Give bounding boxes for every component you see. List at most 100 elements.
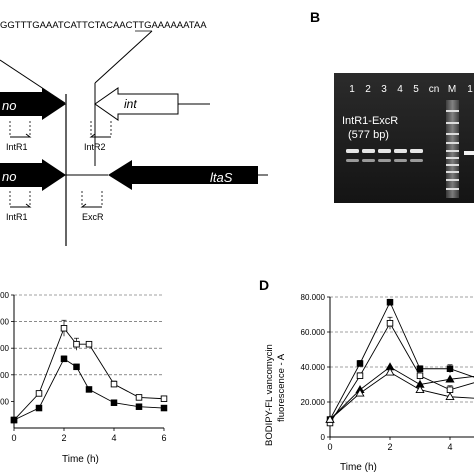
data-point <box>110 399 118 406</box>
gel-lane-label: M <box>448 84 456 95</box>
primer-label-intr1-top: IntR1 <box>6 142 28 152</box>
data-point <box>60 325 68 332</box>
gel-ladder-band <box>446 110 459 112</box>
gene-label-int: int <box>124 97 137 111</box>
gel-band <box>378 149 391 153</box>
chart-d-xlabel: Time (h) <box>340 462 377 473</box>
primer-arrow-intr1-bottom <box>10 203 32 208</box>
data-point <box>35 390 43 397</box>
series-line <box>329 371 474 420</box>
data-point <box>85 386 93 393</box>
chart-c-xlabel: Time (h) <box>62 454 99 465</box>
data-point <box>35 404 43 412</box>
y-tick-label: 00 <box>0 318 9 327</box>
data-point <box>73 363 80 371</box>
gel-ladder-band <box>446 188 459 190</box>
primer-label-excr: ExcR <box>82 212 104 222</box>
gel-lane-labels: 1 2 3 4 5 cn M 1 <box>349 84 473 95</box>
data-point <box>325 414 335 423</box>
data-point <box>415 385 425 393</box>
gene-arrow-left-top <box>0 88 66 120</box>
data-point <box>356 372 364 380</box>
primer-label-intr1-bottom: IntR1 <box>6 212 28 222</box>
gel-band <box>394 149 407 153</box>
panel-a: GGTTTGAAATCATTCTACAACTTGAAAAAATAA no int… <box>0 20 268 246</box>
gel-ladder <box>446 100 459 198</box>
data-point <box>10 416 18 424</box>
chart-d: 0 20.000 40.000 60.000 80.000 0 2 4 <box>301 293 474 452</box>
panel-b: B 1 2 3 4 5 cn M 1 IntR1-ExcR (577 bp) <box>310 9 474 203</box>
gel-ladder-band <box>446 142 459 144</box>
gel-ladder-band <box>446 133 459 135</box>
data-point <box>445 392 455 400</box>
panel-b-letter: B <box>310 9 320 25</box>
data-point <box>135 394 143 401</box>
data-point <box>85 340 93 348</box>
gel-ladder-band <box>446 164 459 166</box>
data-point <box>446 365 454 373</box>
gel-band-faint <box>346 159 359 162</box>
series-line <box>329 366 474 420</box>
gene-label-left-top: no <box>2 98 16 113</box>
gel-lane-label: 3 <box>381 84 387 95</box>
y-tick-label: 00 <box>0 371 9 380</box>
x-tick-label: 6 <box>161 433 166 443</box>
primer-arrow-intr2 <box>89 133 111 138</box>
gel-band-faint <box>362 159 375 162</box>
gel-label-primers: IntR1-ExcR <box>342 115 398 127</box>
gel-lane-label: cn <box>429 84 440 95</box>
gene-arrow-ltas <box>108 160 258 190</box>
gel-ladder-band <box>446 157 459 159</box>
gel-band-faint <box>378 159 391 162</box>
x-tick-label: 4 <box>447 442 452 452</box>
primer-arrow-excr <box>80 203 102 208</box>
panel-d-letter: D <box>259 277 269 293</box>
y-tick-label: 20.000 <box>301 398 326 407</box>
data-point <box>60 355 68 363</box>
gel-band <box>410 149 423 153</box>
data-point <box>110 380 118 388</box>
chart-d-ylabel-line1: BODIPY-FL vancomycin <box>264 344 275 446</box>
gel-ladder-band <box>446 171 459 173</box>
y-tick-label: 00 <box>0 397 9 406</box>
gel-ladder-band <box>446 122 459 124</box>
data-point <box>386 320 394 327</box>
x-tick-label: 2 <box>387 442 392 452</box>
data-point <box>160 395 168 402</box>
gel-bands <box>346 100 474 198</box>
gel-band-faint <box>410 159 423 162</box>
data-point <box>445 374 455 383</box>
gel-ladder-band <box>446 150 459 152</box>
gene-label-ltas: ltaS <box>210 170 233 185</box>
y-tick-label: 80.000 <box>301 293 326 302</box>
data-point <box>386 299 394 306</box>
gene-arrow-left-bottom <box>0 159 66 191</box>
y-tick-label: 60.000 <box>301 328 326 337</box>
data-point <box>355 388 365 397</box>
gel-lane-label: 1 <box>467 84 473 95</box>
data-point <box>135 403 143 410</box>
data-point <box>385 367 395 376</box>
gel-band <box>362 149 375 153</box>
y-tick-label: 00 <box>0 344 9 353</box>
gel-band-faint <box>394 159 407 162</box>
x-tick-label: 4 <box>111 433 116 443</box>
y-tick-label: 0 <box>321 433 326 442</box>
y-tick-label: 00 <box>0 291 9 300</box>
x-tick-label: 2 <box>61 433 66 443</box>
zoom-line-left <box>0 59 66 104</box>
series-line <box>329 322 474 424</box>
y-tick-label: 40.000 <box>301 363 326 372</box>
x-tick-label: 0 <box>327 442 332 452</box>
data-point <box>73 340 80 348</box>
data-point <box>160 404 168 412</box>
primer-arrow-intr1-top <box>10 133 32 138</box>
gel-lane-label: 2 <box>365 84 371 95</box>
sequence-text: GGTTTGAAATCATTCTACAACTTGAAAAAATAA <box>0 20 207 31</box>
series-line <box>13 358 165 421</box>
primer-label-intr2: IntR2 <box>84 142 106 152</box>
data-point <box>416 372 424 380</box>
zoom-line-right <box>94 30 153 84</box>
